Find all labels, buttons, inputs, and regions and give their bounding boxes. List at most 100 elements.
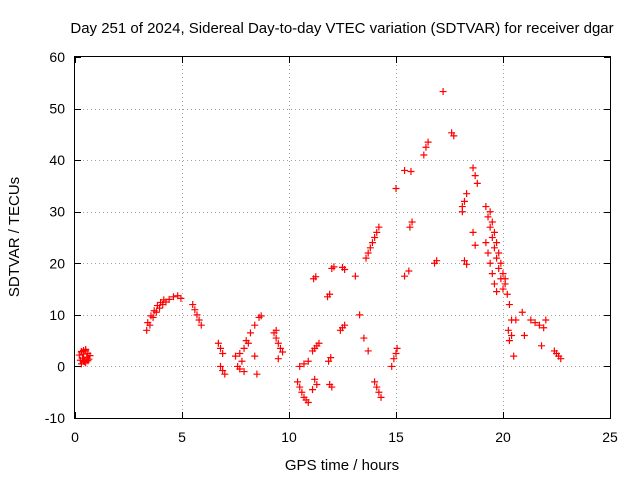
y-axis-label: SDTVAR / TECUs [6,177,23,297]
data-point [341,265,349,273]
data-point [85,355,93,363]
data-point [538,342,546,350]
y-tick-label: 50 [49,101,65,117]
series-arc-12 [309,339,323,394]
data-point [460,257,468,265]
data-point [325,357,333,365]
series-arc-31 [510,308,528,360]
data-point [450,132,458,140]
data-point [520,331,528,339]
x-tick-label: 15 [388,429,404,445]
data-point [304,357,312,365]
data-point [86,352,94,360]
data-point [535,321,543,329]
data-point [330,263,338,271]
data-point [77,347,85,355]
data-point [486,208,494,216]
data-point [469,228,477,236]
data-point [371,234,379,241]
data-point [508,331,516,339]
data-point [364,347,372,355]
x-tick-label: 25 [602,429,618,445]
data-point [193,311,201,319]
data-point [189,301,197,309]
data-point [493,288,501,296]
data-point [557,355,565,363]
data-point [240,368,248,376]
data-point [234,362,242,370]
data-point [315,339,323,347]
data-point [490,228,498,236]
data-point [504,326,512,334]
data-point [401,166,409,174]
series-arc-02 [77,345,92,368]
data-point [393,344,401,352]
data-point [251,321,259,329]
series-arc-17 [351,272,372,355]
data-point [424,138,432,146]
grid [75,57,610,418]
data-point [401,272,409,280]
series-arc-10 [294,378,312,407]
data-point [405,267,413,275]
data-point [490,280,498,288]
data-point [469,164,477,172]
x-axis-label: GPS time / hours [285,457,399,474]
data-point [458,203,466,211]
data-point [169,293,177,301]
axis-ticks [75,57,611,419]
data-point [495,264,503,272]
series-arc-14 [324,263,338,365]
data-point [253,370,261,378]
x-tick-label: 5 [178,429,186,445]
series-arc-07 [232,339,252,376]
data-point [328,383,336,391]
data-point [298,388,306,396]
y-tick-label: 0 [57,358,65,374]
data-point [463,190,471,198]
data-point [219,350,227,358]
data-point [238,357,246,365]
data-point [484,213,492,221]
series-arc-06 [214,339,229,378]
x-tick-labels: 0 5 10 15 20 25 [71,429,618,445]
series-arc-29 [482,239,501,296]
data-point [499,270,507,278]
plot-frame [74,56,611,419]
series-arc-24 [439,88,458,140]
y-tick-label: 10 [49,307,65,323]
data-point [366,244,374,252]
data-point [375,388,383,396]
data-point [356,311,364,319]
data-point [388,362,396,370]
data-point [503,290,511,298]
data-point [296,383,304,391]
data-point [197,321,205,329]
series-arc-28 [486,208,509,288]
data-point [351,272,359,280]
data-point [251,352,259,360]
series-arc-20 [388,344,401,370]
data-point [375,223,383,231]
series-arc-26 [469,164,481,249]
series-arc-27 [482,203,507,293]
data-point [463,260,471,268]
data-point [527,316,535,324]
data-point [512,316,520,324]
series-arc-16 [336,263,349,334]
series-arc-30 [501,275,516,345]
data-point [160,296,168,304]
data-point [371,378,379,386]
data-marks [75,88,565,407]
data-point [490,244,498,252]
data-point [147,312,155,320]
series-arc-25 [458,190,471,268]
data-point [153,302,161,310]
data-point [272,334,280,342]
data-point [542,316,550,324]
data-point [377,393,385,401]
data-point [499,285,507,293]
data-point [390,355,398,363]
data-point [312,273,320,281]
data-point [84,357,92,365]
